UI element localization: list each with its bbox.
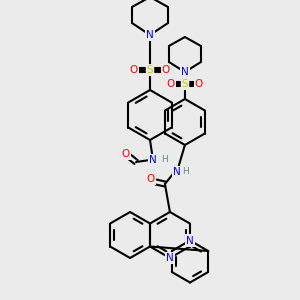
- Text: O: O: [147, 174, 155, 184]
- Text: S: S: [182, 79, 188, 89]
- Text: N: N: [186, 236, 194, 245]
- Text: O: O: [162, 65, 170, 75]
- Text: O: O: [130, 65, 138, 75]
- Text: H: H: [160, 155, 167, 164]
- Text: S: S: [147, 65, 153, 75]
- Text: O: O: [122, 149, 130, 159]
- Text: N: N: [173, 167, 181, 177]
- Text: N: N: [149, 155, 157, 165]
- Text: N: N: [181, 67, 189, 77]
- Text: O: O: [167, 79, 175, 89]
- Text: H: H: [182, 167, 189, 176]
- Text: N: N: [166, 253, 174, 263]
- Text: N: N: [146, 30, 154, 40]
- Text: O: O: [195, 79, 203, 89]
